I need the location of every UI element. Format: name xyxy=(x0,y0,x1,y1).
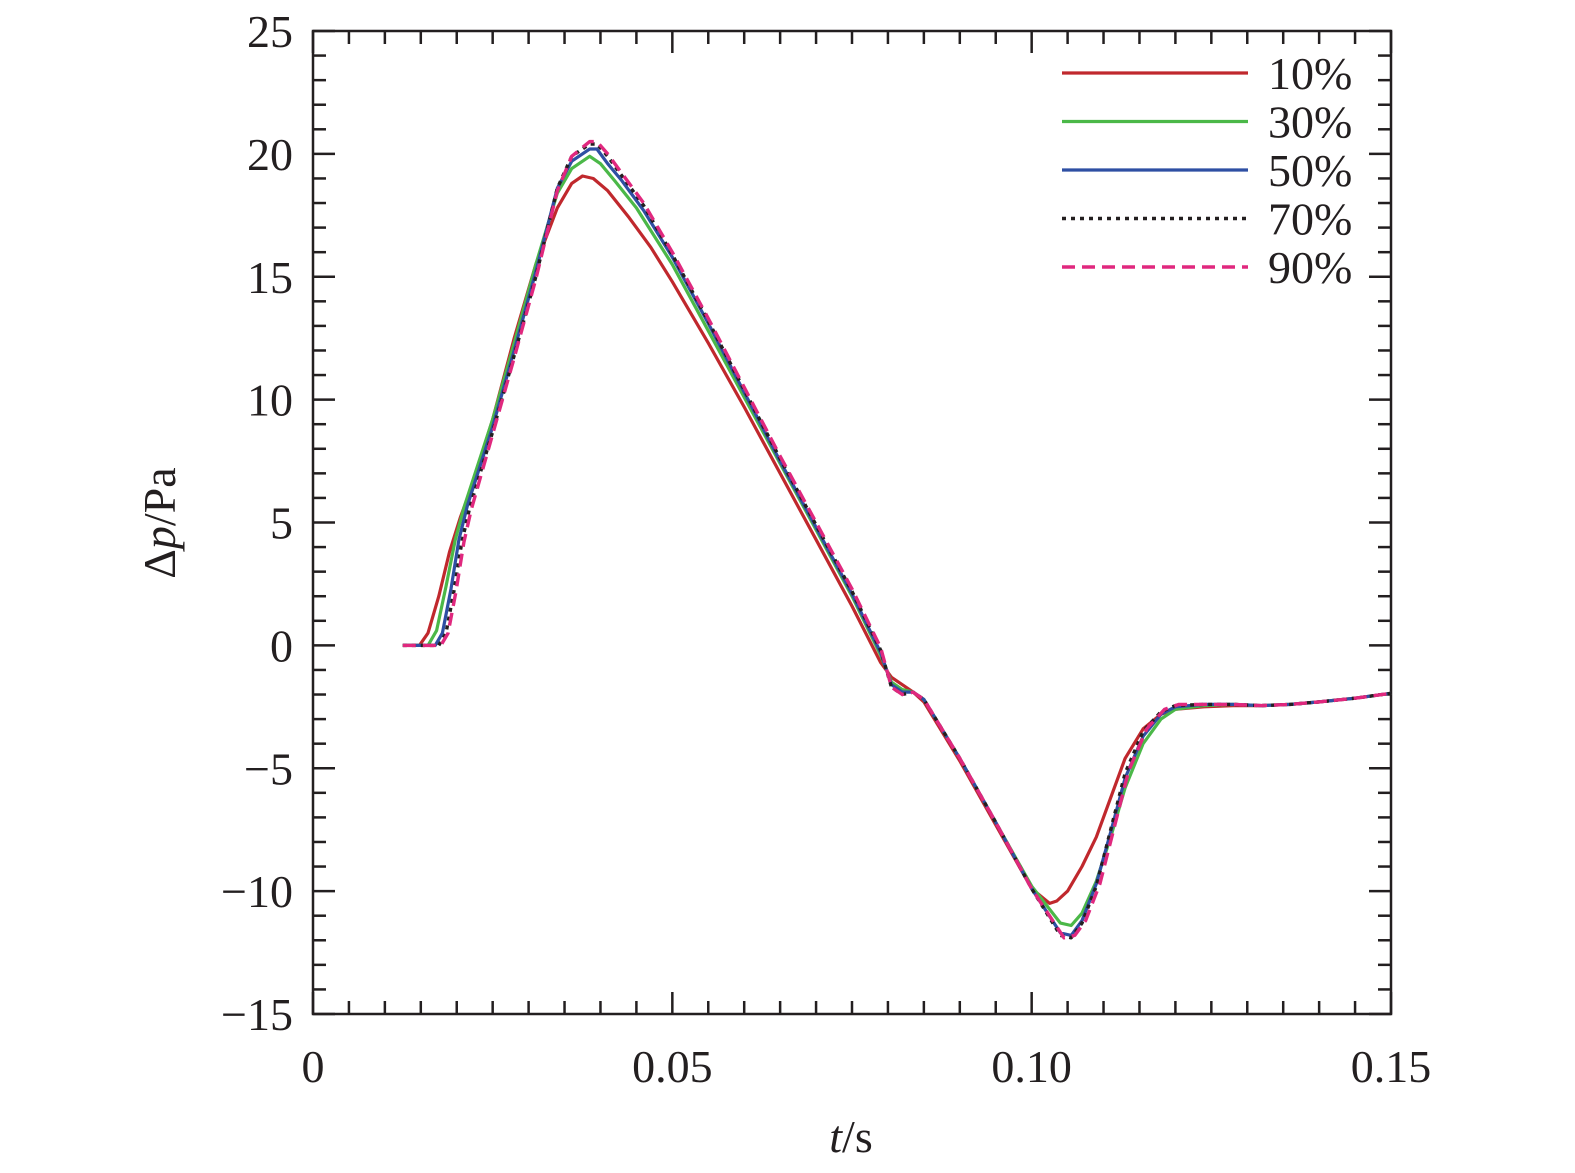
x-axis-title: t/s xyxy=(829,1111,872,1162)
y-tick-label: −15 xyxy=(221,989,293,1040)
series-line-10pct xyxy=(402,174,1392,905)
series-line-30pct xyxy=(402,154,1392,928)
legend-label: 50% xyxy=(1268,145,1352,196)
legend-label: 70% xyxy=(1268,194,1352,245)
plot-frame xyxy=(311,29,1393,1016)
y-tick-label: 5 xyxy=(270,498,293,549)
series-line-70pct xyxy=(402,142,1392,940)
y-tick-label: 20 xyxy=(247,129,293,180)
data-series xyxy=(402,139,1392,940)
plot-area-border xyxy=(311,29,1393,1016)
y-axis-title: Δp/Pa xyxy=(134,467,185,578)
x-tick-label: 0.05 xyxy=(632,1041,713,1092)
x-tick-label: 0 xyxy=(302,1041,325,1092)
y-tick-label: 0 xyxy=(270,620,293,671)
y-tick-label: 25 xyxy=(247,6,293,57)
legend: 10%30%50%70%90% xyxy=(1062,48,1352,293)
y-tick-label: 15 xyxy=(247,252,293,303)
x-tick-label: 0.10 xyxy=(991,1041,1072,1092)
y-tick-label: −10 xyxy=(221,866,293,917)
y-tick-label: 10 xyxy=(247,375,293,426)
legend-label: 30% xyxy=(1268,97,1352,148)
y-tick-label: −5 xyxy=(244,743,293,794)
axis-ticks xyxy=(311,29,1393,1016)
series-line-90pct xyxy=(402,139,1392,940)
legend-label: 10% xyxy=(1268,48,1352,99)
x-tick-label: 0.15 xyxy=(1351,1041,1432,1092)
legend-label: 90% xyxy=(1268,242,1352,293)
tick-labels: −15 −10 −5 0 5 10 15 20 25 0 0.05 0.10 0.15 xyxy=(221,6,1431,1092)
